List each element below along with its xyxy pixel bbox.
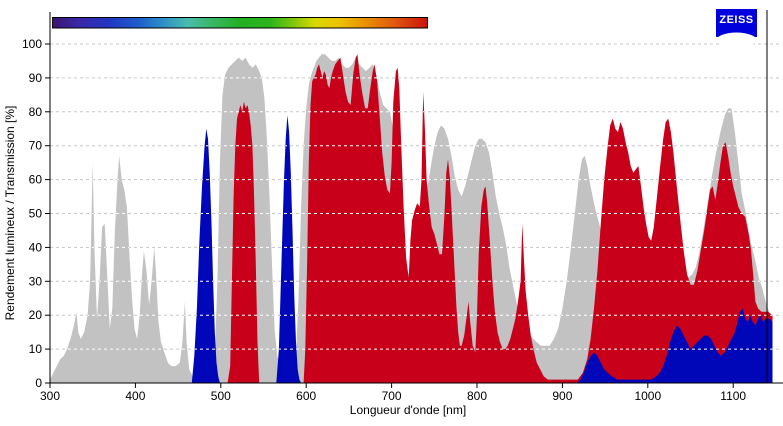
y-tick-label-0: 0: [35, 376, 42, 390]
zeiss-logo: ZEISS: [716, 9, 757, 48]
zeiss-logo-text: ZEISS: [719, 14, 753, 26]
x-tick-label-700: 700: [382, 389, 402, 403]
y-tick-label-70: 70: [29, 139, 43, 153]
y-tick-label-40: 40: [29, 240, 43, 254]
axes: [45, 10, 783, 388]
x-tick-label-1100: 1100: [720, 389, 746, 403]
x-tick-label-900: 900: [552, 389, 572, 403]
y-tick-label-60: 60: [29, 173, 43, 187]
y-tick-label-100: 100: [22, 37, 42, 51]
x-tick-label-300: 300: [40, 389, 60, 403]
y-tick-label-10: 10: [29, 342, 43, 356]
gridlines-background: [50, 43, 781, 350]
y-axis-title: Rendement lumineux / Transmission [%]: [3, 106, 17, 321]
x-tick-label-400: 400: [125, 389, 145, 403]
y-tick-label-90: 90: [29, 71, 43, 85]
x-axis-title: Longueur d'onde [nm]: [350, 403, 466, 417]
x-tick-label-500: 500: [211, 389, 231, 403]
x-tick-label-1000: 1000: [634, 389, 661, 403]
x-tick-label-800: 800: [467, 389, 487, 403]
x-tick-label-600: 600: [296, 389, 316, 403]
zeiss-logo-square: [716, 9, 757, 37]
y-tick-label-50: 50: [29, 207, 43, 221]
series-area-blue-channel: [50, 115, 773, 383]
visible-spectrum-bar: [52, 17, 428, 29]
series-area-transmission: [50, 54, 773, 383]
zeiss-logo-lens-cut: [716, 32, 757, 48]
y-tick-label-30: 30: [29, 274, 43, 288]
y-tick-label-80: 80: [29, 105, 43, 119]
y-tick-label-20: 20: [29, 308, 43, 322]
